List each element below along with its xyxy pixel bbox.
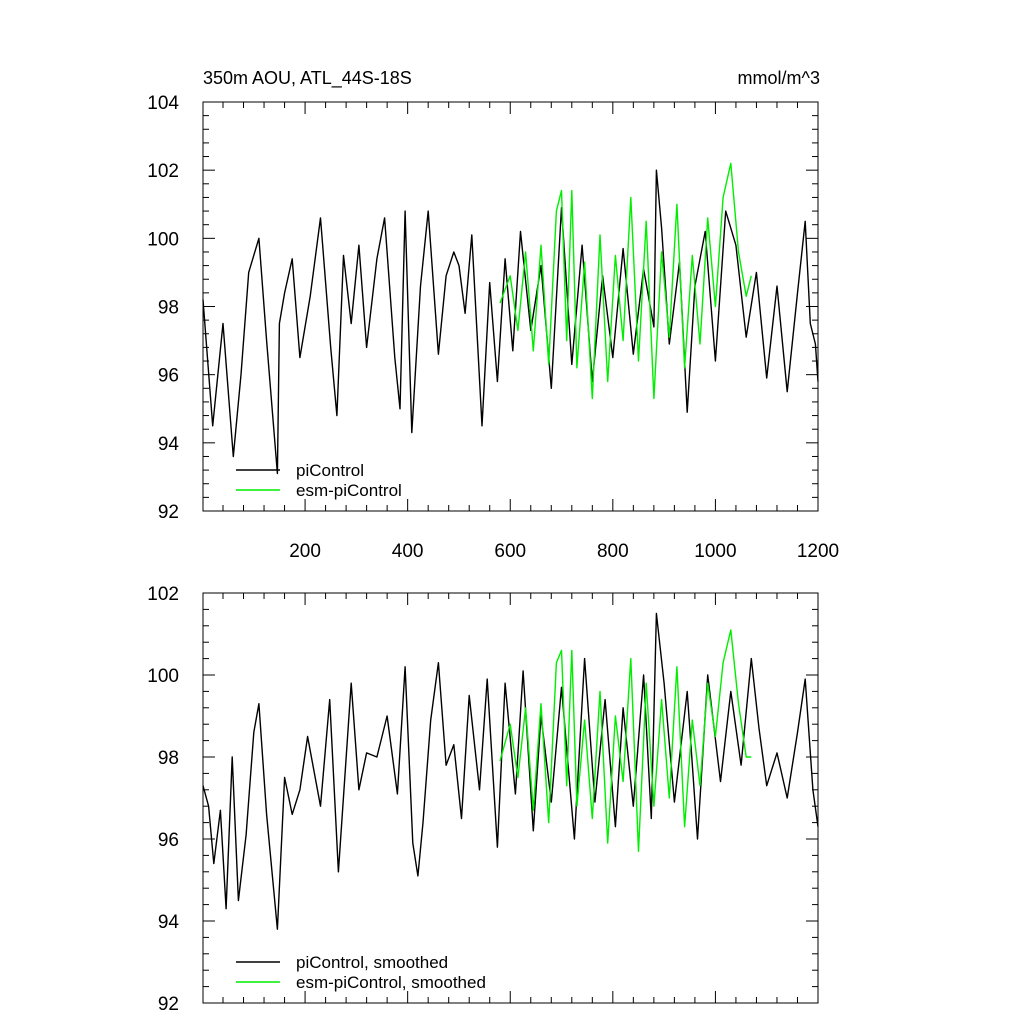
top-y-tick-labels: 92 94 96 98 100 102 104	[147, 93, 179, 523]
y-tick-label: 104	[147, 93, 179, 114]
x-tick-label: 1000	[694, 541, 736, 562]
top-legend: piControl esm-piControl	[236, 461, 402, 500]
x-tick-label: 600	[494, 541, 526, 562]
x-tick-label: 200	[289, 541, 321, 562]
legend-label-picontrol-smoothed: piControl, smoothed	[296, 953, 448, 972]
bottom-y-tick-labels: 92 94 96 98 100 102	[147, 584, 179, 1015]
y-tick-label: 102	[147, 584, 179, 605]
x-tick-label: 400	[392, 541, 424, 562]
top-series-esm-picontrol	[499, 162, 752, 400]
y-tick-label: 96	[158, 366, 179, 387]
bottom-series-esm-picontrol	[499, 629, 752, 852]
top-axis-ticks	[203, 101, 819, 512]
y-tick-label: 94	[158, 434, 180, 455]
bottom-axis-ticks	[203, 592, 819, 1004]
chart-units: mmol/m^3	[738, 68, 820, 88]
top-x-tick-labels: 200 400 600 800 1000 1200	[289, 541, 839, 562]
legend-label-esm-picontrol: esm-piControl	[296, 481, 402, 500]
x-tick-label: 1200	[797, 541, 839, 562]
top-series-group	[202, 162, 819, 475]
y-tick-label: 92	[158, 502, 179, 523]
legend-label-picontrol: piControl	[296, 461, 364, 480]
y-tick-label: 98	[158, 748, 179, 769]
legend-label-esm-picontrol-smoothed: esm-piControl, smoothed	[296, 973, 486, 992]
y-tick-label: 100	[147, 666, 179, 687]
top-series-picontrol	[202, 169, 819, 475]
y-tick-label: 98	[158, 298, 179, 319]
y-tick-label: 94	[158, 912, 180, 933]
bottom-series-picontrol	[202, 612, 819, 930]
x-tick-label: 800	[597, 541, 629, 562]
y-tick-label: 96	[158, 830, 179, 851]
bottom-series-group	[202, 612, 819, 930]
bottom-legend: piControl, smoothed esm-piControl, smoot…	[236, 953, 486, 992]
y-tick-label: 92	[158, 994, 179, 1015]
bottom-plot-frame	[202, 592, 819, 1004]
y-tick-label: 100	[147, 229, 179, 250]
chart-title: 350m AOU, ATL_44S-18S	[203, 68, 412, 89]
y-tick-label: 102	[147, 161, 179, 182]
